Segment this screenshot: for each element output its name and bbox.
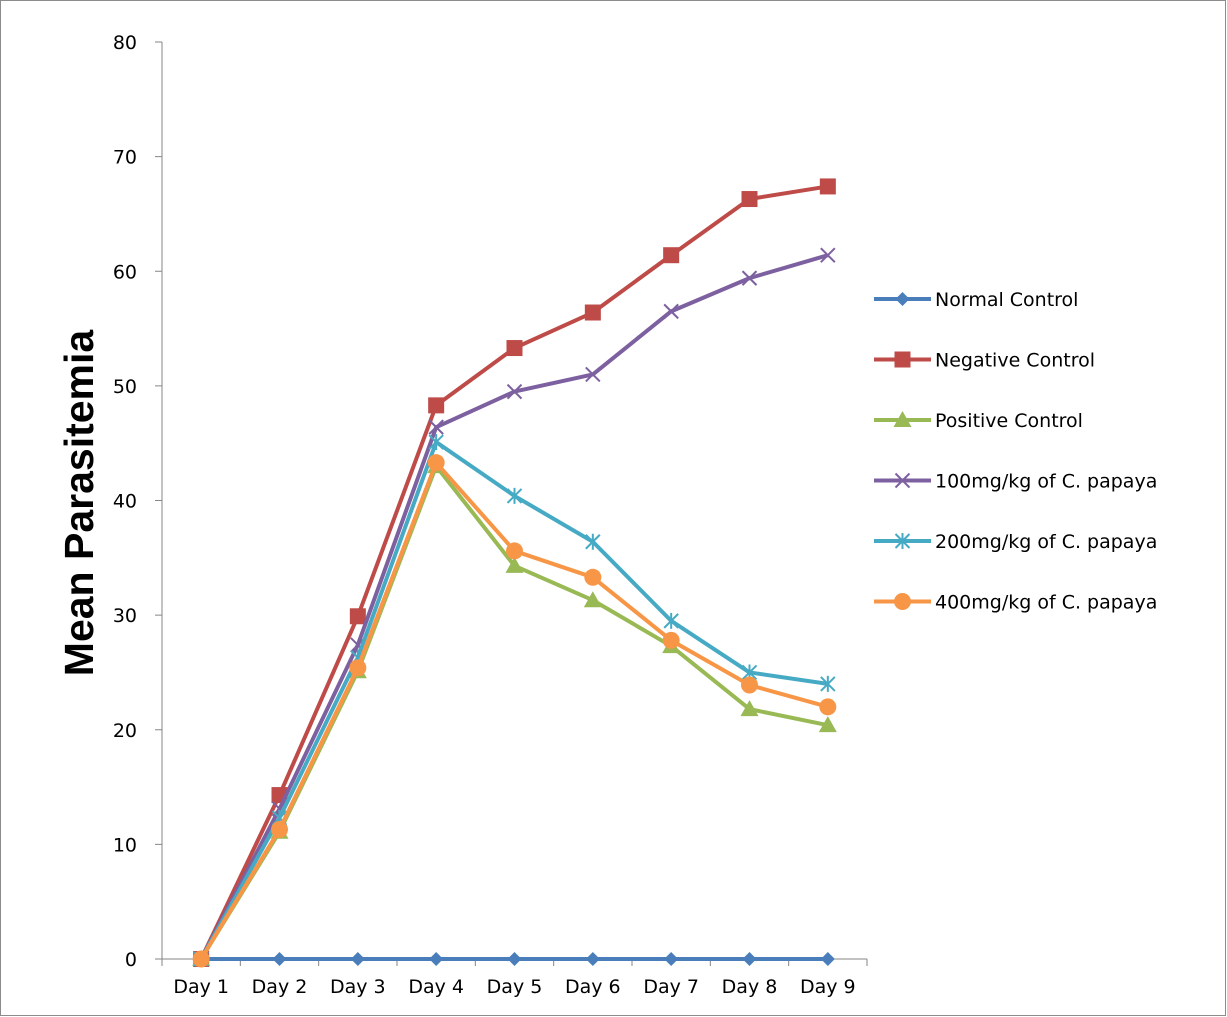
- y-tick-label: 80: [113, 32, 137, 54]
- data-point: [820, 675, 836, 692]
- data-point: [584, 568, 602, 586]
- legend-marker: [894, 351, 911, 368]
- data-point: [741, 676, 758, 694]
- legend-item: Negative Control: [874, 350, 1095, 372]
- legend-item: 100mg/kg of C. papaya: [874, 471, 1157, 493]
- data-point: [818, 716, 837, 733]
- legend-marker: [894, 593, 911, 610]
- legend-item: 400mg/kg of C. papaya: [874, 592, 1157, 614]
- y-tick-label: 70: [113, 147, 137, 169]
- data-point: [428, 397, 445, 414]
- data-point: [350, 952, 365, 966]
- data-point: [663, 303, 679, 320]
- series-0: [194, 952, 835, 966]
- data-point: [585, 366, 601, 383]
- data-point: [663, 612, 679, 629]
- legend-marker: [895, 292, 910, 306]
- legend-marker: [894, 472, 911, 489]
- data-point: [271, 820, 288, 838]
- data-point: [428, 419, 444, 435]
- data-point: [506, 487, 523, 504]
- y-tick-label: 40: [113, 491, 137, 513]
- x-tick-label: Day 3: [330, 976, 386, 998]
- data-point: [506, 542, 523, 560]
- data-point: [349, 659, 367, 677]
- data-point: [428, 434, 444, 451]
- data-point: [664, 952, 679, 966]
- x-tick-label: Day 1: [173, 976, 229, 998]
- x-tick-label: Day 8: [722, 976, 778, 998]
- x-tick-label: Day 6: [565, 976, 621, 998]
- legend-label: 100mg/kg of C. papaya: [935, 471, 1157, 493]
- y-tick-label: 30: [113, 605, 137, 627]
- x-tick-label: Day 9: [800, 976, 856, 998]
- data-point: [585, 952, 600, 966]
- legend-item: Positive Control: [874, 410, 1083, 432]
- data-point: [429, 952, 444, 966]
- data-point: [507, 952, 522, 966]
- data-point: [506, 383, 523, 400]
- y-tick-label: 20: [113, 720, 137, 742]
- data-point: [820, 952, 835, 966]
- legend-label: 400mg/kg of C. papaya: [935, 592, 1157, 614]
- data-point: [349, 608, 366, 625]
- data-point: [740, 700, 759, 717]
- y-tick-label: 0: [125, 949, 137, 971]
- y-tick-label: 10: [113, 834, 137, 856]
- x-ticks: Day 1 Day 2 Day 3 Day 4 Day 5 Day 6 Day 7 Day 8…: [161, 959, 868, 998]
- data-point: [820, 247, 836, 263]
- legend-label: 200mg/kg of C. papaya: [935, 531, 1157, 553]
- y-ticks: 0 10 20 30 40 50 60 70 80: [113, 32, 162, 971]
- x-tick-label: Day 4: [408, 976, 464, 998]
- data-point: [583, 591, 602, 608]
- data-point: [819, 698, 837, 716]
- data-point: [663, 247, 680, 264]
- legend-label: Positive Control: [935, 410, 1083, 432]
- series-2: [192, 457, 837, 966]
- series-layer: [192, 178, 837, 968]
- x-tick-label: Day 5: [487, 976, 543, 998]
- data-point: [741, 270, 758, 286]
- legend-marker: [894, 533, 911, 549]
- data-point: [742, 952, 757, 966]
- legend-label: Normal Control: [935, 289, 1078, 311]
- data-point: [741, 191, 758, 208]
- x-tick-label: Day 2: [252, 976, 308, 998]
- data-point: [505, 556, 524, 573]
- y-tick-label: 50: [113, 376, 137, 398]
- y-tick-label: 60: [113, 261, 137, 283]
- series-line: [199, 253, 829, 960]
- legend-item: Normal Control: [874, 289, 1078, 311]
- series-line: [199, 464, 829, 961]
- legend-label: Negative Control: [935, 350, 1095, 372]
- data-point: [427, 454, 445, 472]
- series-line: [199, 460, 829, 961]
- series-5: [192, 454, 837, 968]
- x-tick-label: Day 7: [643, 976, 699, 998]
- data-point: [584, 304, 601, 321]
- y-axis-title: Mean Parasitemia: [56, 329, 102, 677]
- legend: Normal Control Negative Control Positive C…: [874, 289, 1157, 614]
- data-point: [662, 631, 680, 649]
- series-line: [199, 440, 829, 960]
- data-point: [506, 340, 523, 357]
- legend-marker: [893, 411, 912, 427]
- data-point: [819, 178, 836, 195]
- data-point: [585, 533, 601, 550]
- data-point: [272, 952, 287, 966]
- legend-item: 200mg/kg of C. papaya: [874, 531, 1157, 553]
- data-point: [192, 950, 210, 968]
